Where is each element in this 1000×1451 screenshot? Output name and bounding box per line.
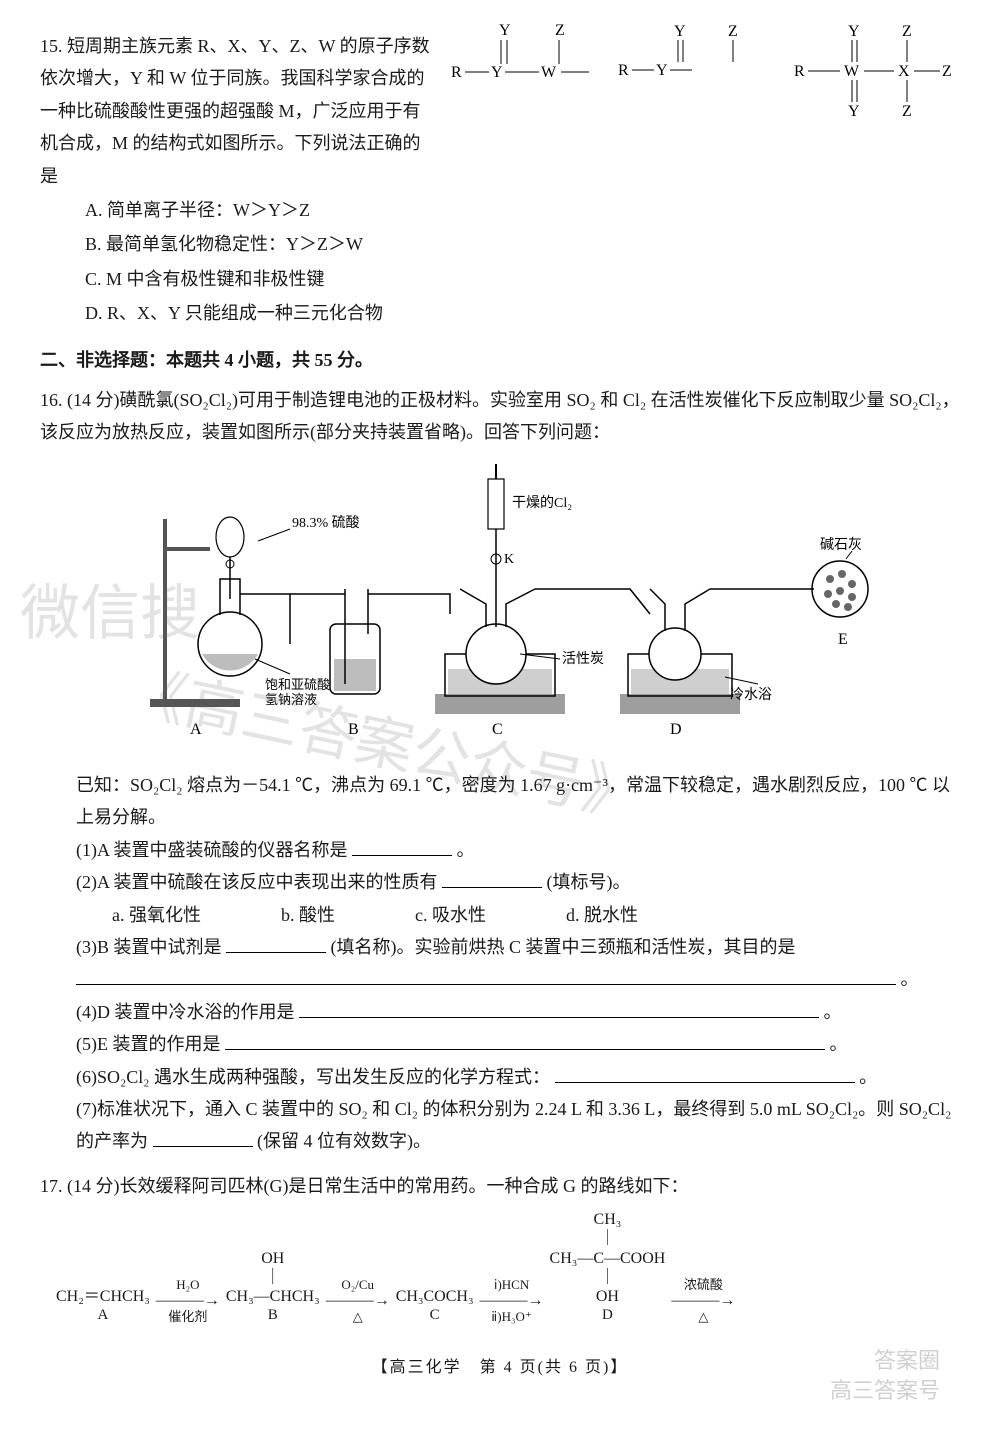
svg-text:E: E: [838, 631, 848, 648]
svg-text:R: R: [794, 63, 805, 80]
q16-known: 已知：SO₂Cl₂ 熔点为－54.1 ℃，沸点为 69.1 ℃，密度为 1.67…: [40, 769, 960, 834]
svg-text:碱石灰: 碱石灰: [820, 537, 862, 553]
struct-w: W: [541, 64, 557, 81]
q15-option-d: D. R、X、Y 只能组成一种三元化合物: [85, 297, 960, 329]
question-16: 16. (14 分)磺酰氯(SO₂Cl₂)可用于制造锂电池的正极材料。实验室用 …: [40, 384, 960, 1158]
mol-d: CH₃ ｜ CH₃―C―COOH ｜ OH D: [550, 1210, 666, 1324]
q16-p2-opt-d: d. 脱水性: [566, 899, 638, 931]
struct-y-left: Y: [491, 64, 503, 81]
blank-p7: [153, 1127, 253, 1148]
arrow-1: H₂O ―――→ 催化剂: [156, 1278, 220, 1324]
blank-p6: [555, 1062, 855, 1083]
struct-y-top: Y: [499, 22, 511, 39]
arrow-2: O₂/Cu ―――→ △: [326, 1278, 390, 1324]
svg-text:冷水浴: 冷水浴: [730, 687, 772, 703]
q15-number: 15.: [40, 36, 63, 56]
q16-p2b: (填标号)。: [547, 872, 631, 892]
svg-text:氢钠溶液: 氢钠溶液: [265, 692, 317, 707]
blank-p5: [225, 1029, 825, 1050]
svg-text:Z: Z: [902, 103, 912, 120]
section-2-title: 二、非选择题：本题共 4 小题，共 55 分。: [40, 344, 960, 376]
blank-p3a: [226, 932, 326, 953]
structure-diagram-m: Y Z R Y W Y Z: [451, 20, 960, 140]
q16-p1-tail: 。: [457, 840, 475, 860]
q16-p5-tail: 。: [829, 1034, 847, 1054]
blank-p4: [299, 997, 819, 1018]
page-footer: 【高三化学 第 4 页(共 6 页)】: [40, 1354, 960, 1383]
q16-p4-tail: 。: [824, 1002, 842, 1022]
arrow-3: ⅰ)HCN ―――→ ⅱ)H₃O⁺: [480, 1278, 544, 1324]
q17-number: 17.: [40, 1176, 63, 1196]
q16-p3b: (填名称)。实验前烘热 C 装置中三颈瓶和活性炭，其目的是: [331, 937, 796, 957]
blank-p3-line: [76, 965, 896, 986]
synthesis-route: CH₂＝CHCH₃ A H₂O ―――→ 催化剂 OH ｜ CH₃―CHCH₃ …: [40, 1210, 960, 1324]
q16-p1: (1)A 装置中盛装硫酸的仪器名称是: [76, 840, 348, 860]
arrow-4: 浓硫酸 ―――→ △: [671, 1278, 735, 1324]
svg-text:Y: Y: [848, 103, 860, 120]
svg-text:饱和亚硫酸: 饱和亚硫酸: [265, 677, 330, 692]
q15-option-b: B. 最简单氢化物稳定性：Y＞Z＞W: [85, 228, 960, 260]
svg-text:A: A: [190, 721, 202, 738]
q15-option-a: A. 简单离子半径：W＞Y＞Z: [85, 194, 960, 226]
q15-option-c: C. M 中含有极性键和非极性键: [85, 263, 960, 295]
apparatus-diagram: 98.3% 硫酸 饱和亚硫酸 氢钠溶液 A B K 干燥的Cl₂: [40, 459, 960, 759]
q16-number: 16.: [40, 390, 63, 410]
svg-text:C: C: [492, 721, 503, 738]
q16-stem: (14 分)磺酰氯(SO₂Cl₂)可用于制造锂电池的正极材料。实验室用 SO₂ …: [40, 390, 960, 442]
svg-text:R: R: [618, 62, 629, 79]
q16-p6-tail: 。: [859, 1067, 877, 1087]
blank-p1: [352, 835, 452, 856]
svg-text:D: D: [670, 721, 682, 738]
mol-b: OH ｜ CH₃―CHCH₃ B: [226, 1249, 320, 1325]
struct-r: R: [451, 64, 462, 81]
q16-p3a: (3)B 装置中试剂是: [76, 937, 222, 957]
q16-p2-opt-a: a. 强氧化性: [112, 899, 201, 931]
svg-text:K: K: [504, 552, 514, 567]
svg-text:Z: Z: [942, 63, 952, 80]
question-17: 17. (14 分)长效缓释阿司匹林(G)是日常生活中的常用药。一种合成 G 的…: [40, 1170, 960, 1324]
q16-p2a: (2)A 装置中硫酸在该反应中表现出来的性质有: [76, 872, 438, 892]
struct-z-top: Z: [555, 22, 565, 39]
blank-p2: [442, 867, 542, 888]
svg-text:X: X: [898, 63, 910, 80]
svg-text:W: W: [844, 63, 860, 80]
q17-stem: (14 分)长效缓释阿司匹林(G)是日常生活中的常用药。一种合成 G 的路线如下…: [67, 1176, 688, 1196]
q16-p3-tail: 。: [901, 969, 919, 989]
mol-a: CH₂＝CHCH₃ A: [56, 1287, 150, 1324]
q16-p4: (4)D 装置中冷水浴的作用是: [76, 1002, 295, 1022]
svg-text:98.3% 硫酸: 98.3% 硫酸: [292, 515, 360, 531]
svg-text:干燥的Cl₂: 干燥的Cl₂: [512, 495, 572, 511]
svg-text:Z: Z: [728, 23, 738, 40]
svg-text:Y: Y: [848, 23, 860, 40]
q16-p2-opt-c: c. 吸水性: [415, 899, 486, 931]
mol-c: CH₃COCH₃ C: [396, 1287, 474, 1324]
q15-stem: 短周期主族元素 R、X、Y、Z、W 的原子序数依次增大，Y 和 W 位于同族。我…: [40, 36, 430, 186]
q16-p2-opt-b: b. 酸性: [281, 899, 335, 931]
svg-text:Y: Y: [674, 23, 686, 40]
q16-p6: (6)SO₂Cl₂ 遇水生成两种强酸，写出发生反应的化学方程式：: [76, 1067, 550, 1087]
q16-p5: (5)E 装置的作用是: [76, 1034, 220, 1054]
question-15: Y Z R Y W Y Z: [40, 30, 960, 332]
svg-text:Y: Y: [656, 62, 668, 79]
q16-p7b: (保留 4 位有效数字)。: [257, 1131, 431, 1151]
svg-text:B: B: [348, 721, 359, 738]
svg-text:活性炭: 活性炭: [562, 651, 604, 667]
svg-text:Z: Z: [902, 23, 912, 40]
